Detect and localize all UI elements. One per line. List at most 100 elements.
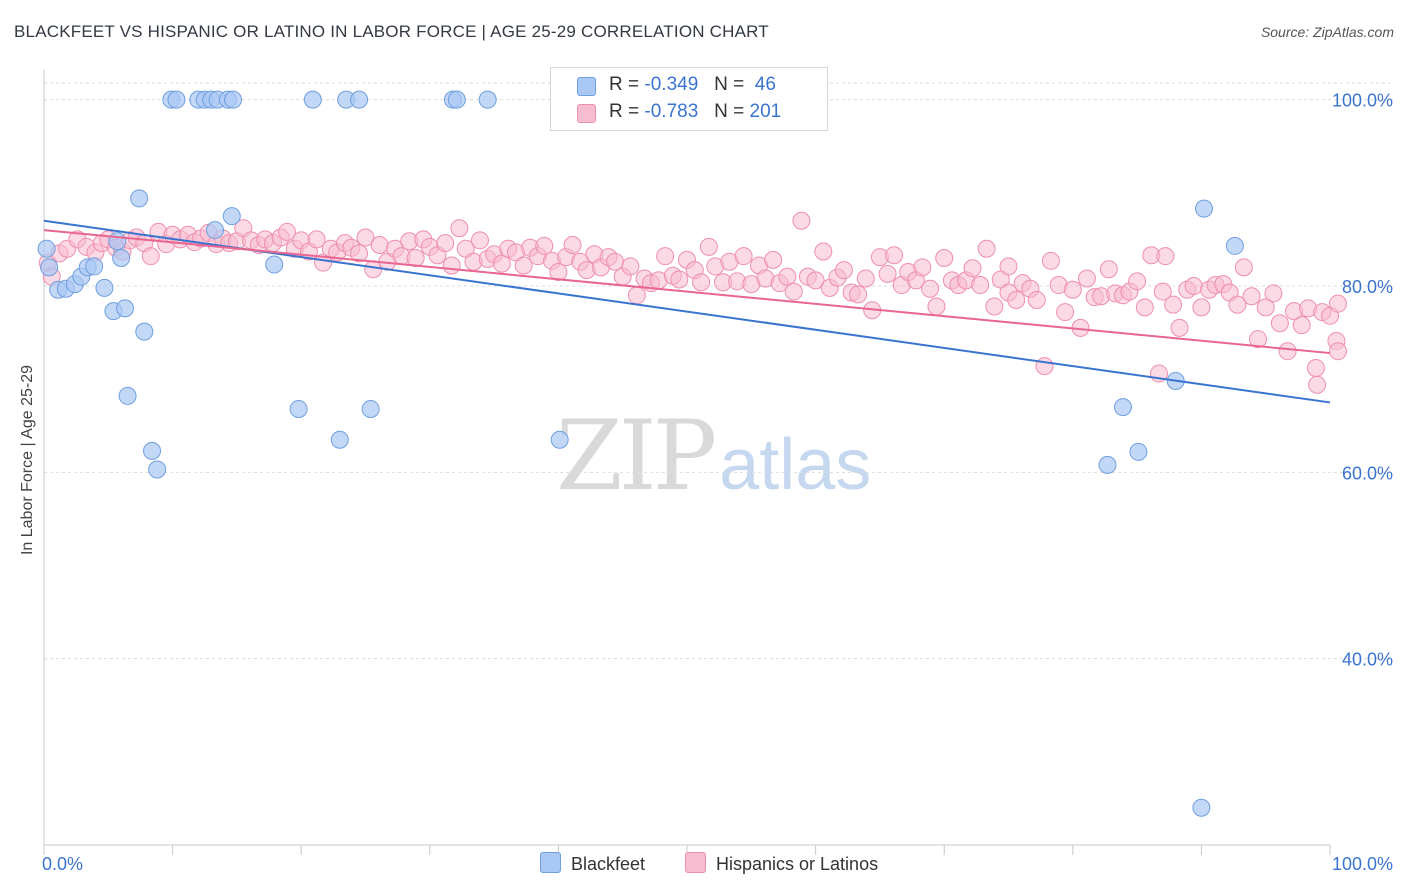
hispanic-point <box>1329 342 1347 361</box>
x-tick-label: 0.0% <box>42 854 83 874</box>
blackfeet-point <box>1113 398 1132 417</box>
hispanic-point <box>1184 276 1203 295</box>
hispanic-point <box>370 235 389 254</box>
legend-r-label: R = <box>609 74 640 95</box>
hispanic-point <box>792 211 811 230</box>
hispanic-point <box>1234 258 1253 277</box>
hispanic-point <box>1027 290 1046 309</box>
watermark: ZIPatlas <box>556 400 871 512</box>
legend-r-value-blackfeet: -0.349 <box>644 74 699 95</box>
blackfeet-point <box>1129 442 1148 461</box>
blackfeet-point <box>206 221 225 240</box>
hispanic-point <box>1308 375 1327 394</box>
hispanic-point <box>692 273 711 292</box>
legend-swatch-hispanics <box>577 104 596 123</box>
blackfeet-point <box>130 189 149 208</box>
hispanic-point <box>535 236 554 255</box>
hispanic-point <box>1164 295 1183 314</box>
blackfeet-point <box>40 258 59 277</box>
hispanic-point <box>1306 358 1325 377</box>
chart-source: Source: ZipAtlas.com <box>1260 24 1394 40</box>
hispanic-point <box>999 257 1018 276</box>
hispanic-point <box>935 249 954 268</box>
hispanic-point <box>549 263 568 281</box>
hispanic-point <box>470 231 489 250</box>
blackfeet-point <box>330 430 349 449</box>
blackfeet-point <box>118 386 137 405</box>
hispanic-point <box>1041 251 1060 270</box>
hispanic-point <box>1292 316 1311 335</box>
blackfeet-point <box>135 322 154 341</box>
blackfeet-point <box>550 430 569 449</box>
hispanic-point <box>278 222 297 241</box>
legend-n-value-blackfeet: 46 <box>754 74 776 95</box>
blackfeet-point <box>37 239 56 258</box>
blackfeet-point <box>1192 798 1211 817</box>
blackfeet-point <box>289 399 308 418</box>
hispanic-point <box>977 239 996 258</box>
hispanic-point <box>1248 330 1267 349</box>
blackfeet-point <box>116 299 135 318</box>
blackfeet-point <box>1098 455 1117 474</box>
hispanic-point <box>563 235 582 254</box>
hispanic-point <box>1135 298 1154 317</box>
hispanic-point <box>1007 290 1026 309</box>
y-tick-label: 40.0% <box>1342 650 1393 670</box>
watermark-atlas: atlas <box>719 425 872 505</box>
bottom-legend-label-blackfeet: Blackfeet <box>571 854 646 874</box>
hispanic-point <box>621 257 640 276</box>
blackfeet-point <box>95 278 114 297</box>
bottom-legend-blackfeet[interactable]: Blackfeet <box>540 852 645 875</box>
hispanic-point <box>307 230 326 249</box>
hispanic-point <box>1270 314 1289 333</box>
blackfeet-point <box>303 90 322 109</box>
blackfeet-point <box>1225 236 1244 255</box>
hispanic-point <box>314 253 333 272</box>
hispanic-point <box>450 219 469 238</box>
hispanic-point <box>1242 287 1261 306</box>
hispanic-point <box>1063 280 1082 299</box>
hispanic-point <box>985 297 1004 316</box>
legend-r-label: R = <box>609 101 640 122</box>
hispanic-point <box>670 270 689 289</box>
hispanic-point <box>1256 298 1275 317</box>
hispanic-trend-line <box>43 229 1331 355</box>
watermark-zip: ZIP <box>556 400 717 512</box>
hispanic-point <box>971 276 990 295</box>
y-tick-label: 80.0% <box>1342 277 1393 297</box>
hispanic-point <box>814 242 833 261</box>
bottom-legend-label-hispanics: Hispanics or Latinos <box>716 854 879 874</box>
legend-n-label: N = <box>714 101 745 122</box>
hispanic-point <box>656 247 675 266</box>
blackfeet-point <box>167 90 186 109</box>
bottom-legend-hispanics[interactable]: Hispanics or Latinos <box>685 852 878 875</box>
hispanic-point <box>605 252 624 271</box>
blackfeet-point <box>112 249 131 268</box>
blackfeet-point <box>85 257 104 276</box>
hispanic-point <box>1056 303 1075 322</box>
hispanic-point <box>806 271 825 290</box>
hispanic-point <box>878 264 897 283</box>
hispanic-point <box>778 267 797 286</box>
bottom-legend-swatch-hispanics <box>685 852 706 873</box>
blackfeet-point <box>148 460 167 479</box>
hispanic-point <box>1228 295 1247 314</box>
hispanic-point <box>436 234 455 253</box>
hispanic-point <box>492 254 511 273</box>
blackfeet-point <box>143 441 162 460</box>
hispanic-point <box>1035 357 1054 376</box>
y-tick-label: 60.0% <box>1342 463 1393 483</box>
legend-n-label: N = <box>714 74 745 95</box>
blackfeet-point <box>222 207 241 226</box>
legend-n-value-hispanics: 201 <box>749 101 782 122</box>
y-tick-label: 100.0% <box>1332 91 1393 111</box>
hispanic-point <box>406 249 425 268</box>
hispanic-point <box>913 258 932 277</box>
hispanic-point <box>141 247 160 266</box>
hispanic-point <box>1278 342 1297 361</box>
blackfeet-point <box>361 399 380 418</box>
hispanic-point <box>849 285 868 304</box>
hispanic-point <box>1128 272 1147 291</box>
hispanic-point <box>356 228 375 247</box>
hispanic-point <box>784 282 803 301</box>
